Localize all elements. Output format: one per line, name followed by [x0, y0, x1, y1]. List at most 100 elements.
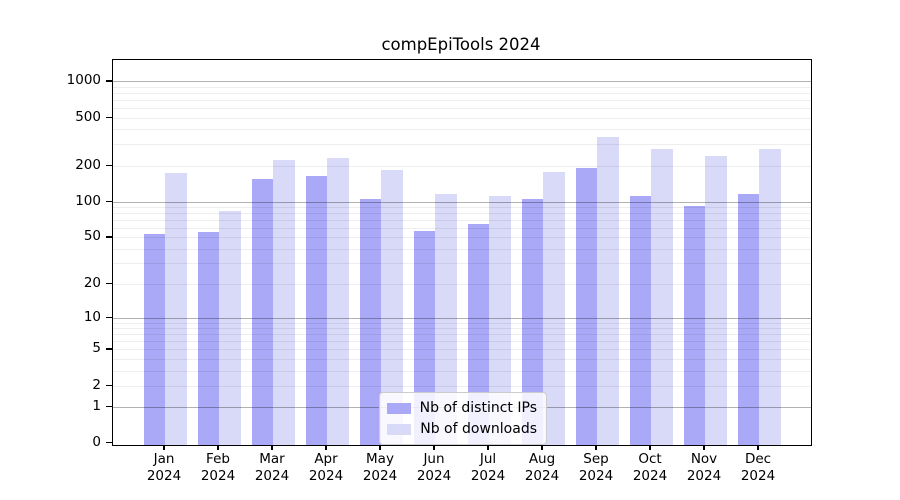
y-tick-mark	[106, 282, 112, 285]
gridline-minor	[113, 237, 811, 239]
x-tick-label: Nov 2024	[669, 451, 739, 484]
bar-nb-of-downloads-oct	[651, 148, 673, 445]
x-tick-year: 2024	[362, 467, 398, 484]
x-tick-label: Apr 2024	[291, 451, 361, 484]
x-tick-label: Aug 2024	[507, 451, 577, 484]
bar-nb-of-distinct-ips-may	[359, 198, 381, 445]
gridline-minor	[113, 93, 811, 95]
y-tick-label: 1	[92, 397, 101, 414]
x-tick-mark	[379, 445, 381, 450]
y-tick-mark	[106, 442, 112, 444]
x-tick-mark	[595, 445, 597, 450]
x-tick-mark	[433, 445, 435, 450]
x-tick-month: Apr	[314, 451, 338, 467]
bar-nb-of-downloads-nov	[705, 155, 727, 445]
gridline-minor	[113, 227, 811, 229]
bar-nb-of-downloads-feb	[219, 210, 241, 445]
x-tick-year: 2024	[200, 467, 236, 484]
x-tick-label: Sep 2024	[561, 451, 631, 484]
bar-nb-of-downloads-mar	[273, 160, 295, 445]
y-tick-mark	[106, 384, 112, 386]
x-tick-mark	[217, 445, 219, 450]
x-tick-mark	[163, 445, 165, 450]
x-tick-label: Jul 2024	[453, 451, 523, 484]
legend-label-distinct-ips: Nb of distinct IPs	[419, 400, 537, 416]
y-tick-label: 0	[92, 434, 101, 450]
y-tick-mark	[106, 348, 112, 350]
x-tick-mark	[541, 445, 543, 450]
gridline-minor	[113, 219, 811, 221]
x-tick-month: Jan	[153, 451, 175, 467]
legend-label-downloads: Nb of downloads	[420, 421, 537, 437]
y-tick-label: 1000	[66, 72, 101, 89]
bar-nb-of-distinct-ips-apr	[305, 176, 327, 445]
y-tick-label: 2	[92, 376, 101, 393]
bar-nb-of-distinct-ips-mar	[251, 178, 273, 445]
x-tick-mark	[271, 445, 273, 450]
y-tick-mark	[106, 236, 112, 238]
bar-nb-of-distinct-ips-nov	[683, 206, 705, 445]
x-tick-month: Jul	[479, 451, 497, 467]
x-tick-label: Jun 2024	[399, 451, 469, 484]
x-tick-mark	[487, 445, 489, 450]
bar-nb-of-distinct-ips-aug	[521, 199, 543, 445]
y-tick-mark	[106, 405, 112, 408]
gridline-minor	[113, 385, 811, 387]
x-tick-label: Dec 2024	[723, 451, 793, 484]
bar-nb-of-distinct-ips-feb	[197, 232, 219, 445]
x-tick-mark	[649, 445, 651, 450]
legend-row-distinct-ips: Nb of distinct IPs	[386, 400, 537, 416]
gridline-minor	[113, 341, 811, 343]
x-tick-year: 2024	[146, 467, 182, 484]
gridline-major	[113, 81, 811, 83]
x-tick-year: 2024	[308, 467, 344, 484]
y-tick-label: 10	[83, 308, 101, 325]
y-tick-mark	[106, 164, 112, 166]
x-tick-year: 2024	[416, 467, 452, 484]
gridline-minor	[113, 117, 811, 119]
gridline-minor	[113, 165, 811, 167]
bar-nb-of-downloads-apr	[327, 157, 349, 445]
y-tick-label: 100	[75, 192, 101, 209]
x-tick-month: May	[366, 451, 394, 467]
x-tick-year: 2024	[470, 467, 506, 484]
bar-nb-of-distinct-ips-jul	[467, 223, 489, 445]
legend-row-downloads: Nb of downloads	[387, 421, 537, 437]
gridline-minor	[113, 349, 811, 351]
gridline-major	[113, 201, 811, 203]
x-tick-year: 2024	[632, 467, 668, 484]
bar-nb-of-distinct-ips-oct	[629, 195, 651, 445]
x-tick-label: Mar 2024	[237, 451, 307, 484]
x-tick-month: Dec	[744, 451, 772, 467]
x-tick-month: Mar	[259, 451, 285, 467]
x-tick-month: Sep	[583, 451, 609, 467]
x-tick-year: 2024	[254, 467, 290, 484]
gridline-minor	[113, 322, 811, 324]
y-tick-label: 500	[75, 108, 101, 125]
bar-nb-of-distinct-ips-jan	[143, 234, 165, 445]
x-tick-label: Feb 2024	[183, 451, 253, 484]
gridline-minor	[113, 334, 811, 336]
plot-area: Nb of distinct IPs Nb of downloads	[112, 59, 812, 446]
gridline-minor	[113, 358, 811, 360]
y-tick-mark	[106, 316, 112, 318]
bar-nb-of-downloads-jan	[165, 173, 187, 445]
gridline-minor	[113, 248, 811, 250]
bar-nb-of-distinct-ips-sep	[575, 167, 597, 445]
x-tick-month: Jun	[423, 451, 445, 467]
bar-nb-of-distinct-ips-dec	[737, 194, 759, 445]
gridline-major	[113, 317, 811, 319]
x-tick-year: 2024	[524, 467, 560, 484]
gridline-minor	[113, 206, 811, 208]
gridline-minor	[113, 213, 811, 214]
chart-title: compEpiTools 2024	[381, 35, 541, 54]
y-tick-mark	[106, 116, 112, 119]
x-tick-year: 2024	[740, 467, 776, 484]
x-tick-mark	[757, 445, 759, 450]
y-tick-label: 200	[75, 156, 101, 173]
gridline-minor	[113, 144, 811, 146]
x-tick-label: May 2024	[345, 451, 415, 484]
x-tick-year: 2024	[686, 467, 722, 484]
bar-nb-of-downloads-may	[381, 169, 403, 445]
